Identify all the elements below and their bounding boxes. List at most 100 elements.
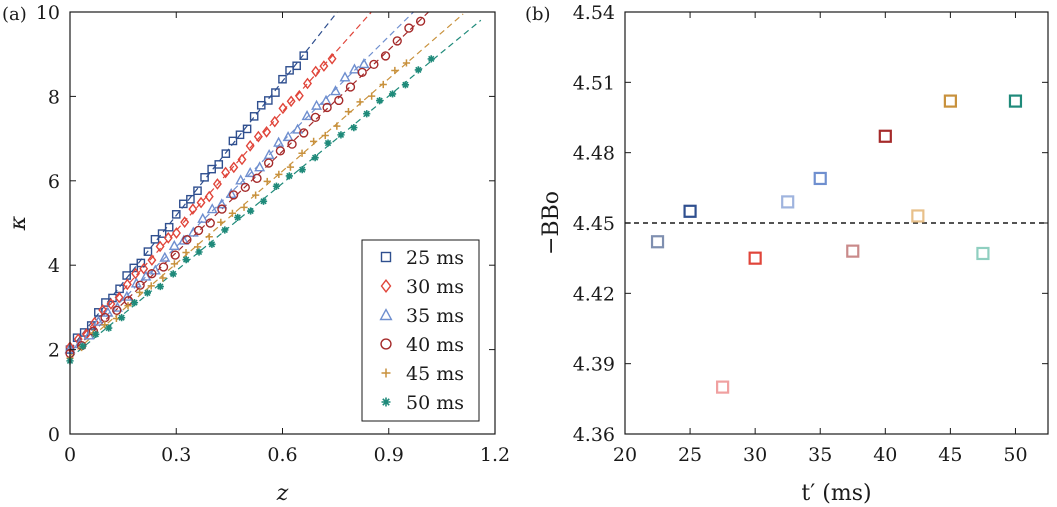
marker-square (221, 149, 231, 158)
data-points (64, 16, 435, 365)
marker-square (278, 74, 287, 84)
marker-triangle (102, 306, 114, 317)
marker-square (299, 51, 309, 60)
marker-plus (194, 243, 202, 251)
marker-diamond (180, 216, 190, 228)
marker-circle (380, 338, 392, 350)
marker-circle (182, 235, 192, 245)
marker-plus (368, 92, 376, 100)
marker-diamond (188, 203, 198, 215)
marker-asterisk (401, 81, 410, 89)
marker-circle (170, 250, 180, 260)
marker-asterisk (182, 256, 190, 264)
y-axis-label-a: κ (6, 215, 31, 231)
marker-circle (380, 51, 391, 61)
marker-asterisk (130, 299, 139, 307)
marker-diamond (106, 298, 116, 310)
marker-triangle (159, 251, 171, 262)
y-tick-label-a: 6 (48, 171, 60, 193)
data-point-square (781, 195, 795, 209)
marker-diamond (171, 227, 181, 239)
marker-circle (193, 225, 204, 236)
marker-diamond (237, 153, 247, 166)
marker-circle (299, 128, 309, 138)
marker-triangle (235, 174, 247, 185)
marker-asterisk (79, 342, 87, 350)
marker-triangle (206, 203, 218, 214)
marker-diamond (380, 279, 392, 293)
y-tick-label-b: 4.45 (573, 213, 615, 235)
marker-circle (252, 173, 262, 183)
marker-diamond (253, 130, 263, 143)
marker-plus (321, 131, 329, 140)
marker-circle (392, 36, 402, 46)
marker-square (214, 160, 224, 169)
marker-plus (136, 288, 144, 297)
marker-triangle (311, 99, 323, 110)
marker-plus (240, 203, 248, 211)
marker-square (193, 186, 202, 196)
marker-diamond (311, 65, 321, 78)
marker-asterisk (363, 110, 371, 118)
data-point-square (846, 244, 860, 258)
marker-square (150, 234, 160, 244)
marker-asterisk (298, 166, 306, 174)
data-point-square (650, 235, 665, 249)
y-tick-label-a: 4 (48, 255, 60, 277)
marker-square (186, 194, 195, 204)
marker-diamond (286, 95, 296, 108)
marker-plus (112, 314, 121, 323)
x-tick-label-b: 30 (743, 444, 767, 466)
marker-circle (264, 158, 274, 168)
x-tick-label-b: 50 (1003, 444, 1027, 466)
marker-square (292, 61, 301, 71)
marker-diamond (303, 77, 312, 90)
marker-asterisk (427, 55, 435, 63)
marker-circle (415, 16, 426, 26)
marker-plus (252, 191, 260, 199)
marker-asterisk (195, 248, 203, 256)
marker-asterisk (118, 314, 126, 322)
marker-plus (379, 80, 387, 89)
marker-triangle (225, 187, 237, 199)
marker-triangle (330, 85, 342, 96)
legend-entry-label: 45 ms (406, 363, 464, 385)
marker-circle (345, 82, 356, 92)
marker-asterisk (234, 213, 242, 222)
x-tick-label-a: 0.6 (267, 444, 297, 466)
y-tick-label-a: 8 (48, 86, 60, 108)
marker-plus (391, 66, 399, 75)
marker-diamond (278, 102, 288, 115)
marker-plus (381, 368, 391, 378)
marker-circle (112, 305, 122, 315)
marker-asterisk (324, 139, 332, 147)
marker-diamond (131, 267, 141, 280)
legend-box (361, 239, 480, 422)
marker-triangle (282, 130, 294, 142)
marker-asterisk (208, 240, 216, 248)
data-point-square (748, 251, 762, 265)
marker-diamond (204, 190, 214, 203)
marker-square (228, 136, 238, 146)
marker-asterisk (92, 330, 100, 338)
marker-square (249, 112, 259, 121)
legend-entry-label: 50 ms (406, 392, 464, 414)
marker-square (164, 222, 174, 232)
marker-plus (228, 209, 237, 217)
y-tick-label-b: 4.36 (573, 424, 615, 446)
marker-plus (217, 218, 225, 226)
marker-diamond (122, 278, 132, 291)
marker-plus (333, 122, 341, 130)
legend-entry-label: 40 ms (406, 334, 464, 356)
marker-asterisk (247, 207, 255, 215)
marker-square (264, 96, 273, 105)
marker-asterisk (169, 270, 177, 278)
marker-plus (402, 59, 411, 67)
marker-triangle (187, 226, 199, 237)
marker-plus (205, 233, 213, 241)
marker-circle (205, 218, 215, 228)
marker-circle (217, 204, 227, 214)
marker-circle (357, 67, 367, 78)
marker-plus (182, 248, 190, 257)
